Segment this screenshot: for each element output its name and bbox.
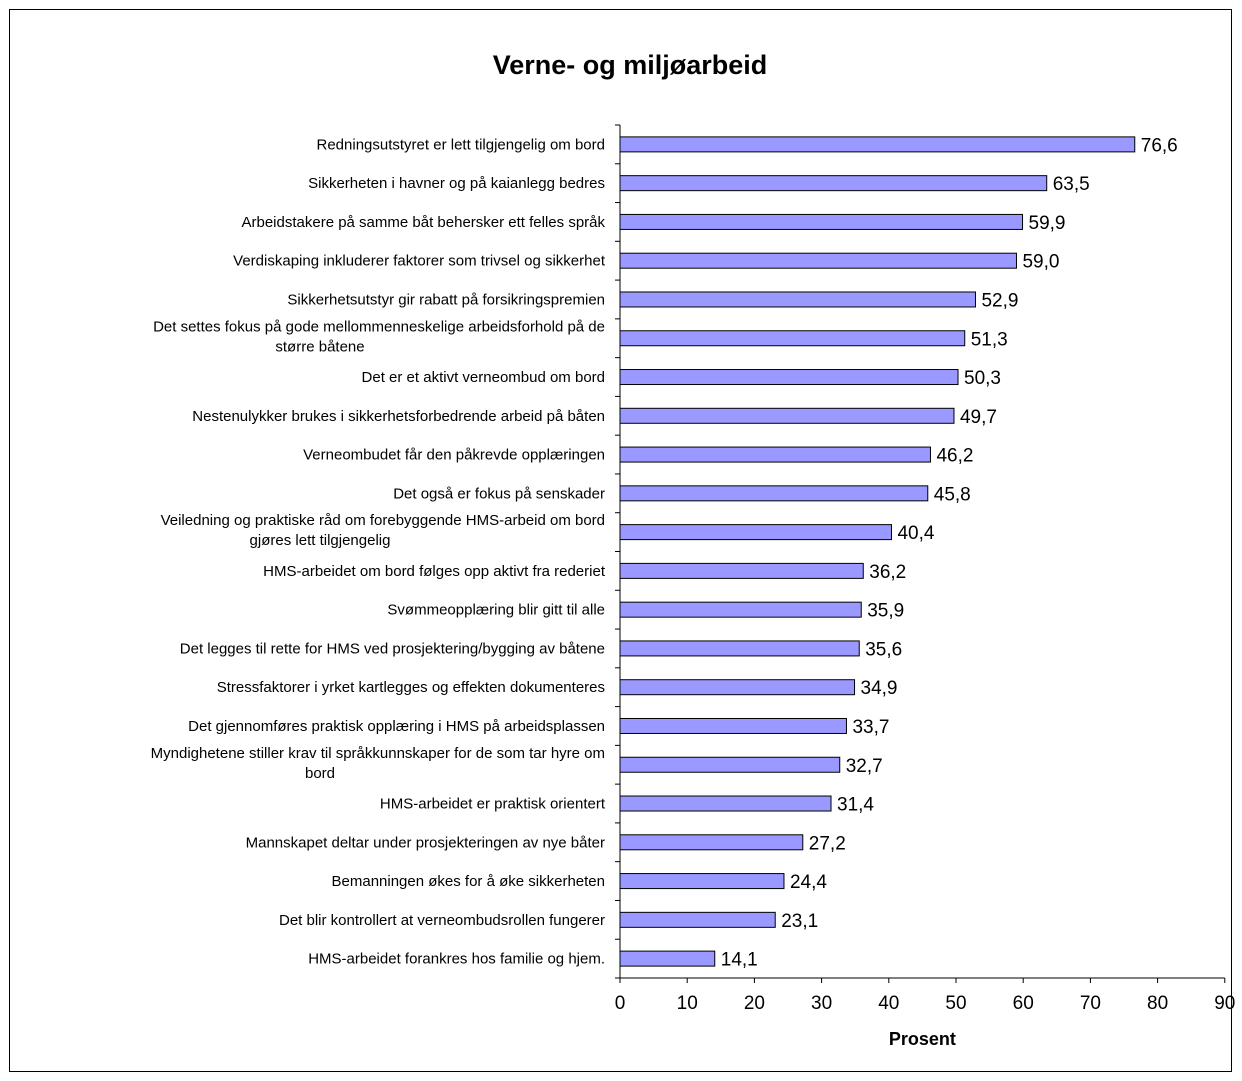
category-label: Mannskapet deltar under prosjekteringen … [246,834,605,851]
bar [619,330,966,347]
category-label: bord [305,765,335,782]
bar-value-label: 46,2 [936,446,973,467]
bar-value-label: 35,9 [867,601,904,622]
x-tick-label: 70 [1080,993,1101,1014]
bar-value-label: 49,7 [960,407,997,428]
bar [619,407,955,424]
category-label: Nestenulykker brukes i sikkerhetsforbedr… [192,408,605,425]
x-tick-label: 40 [878,993,899,1014]
category-label: Verdiskaping inkluderer faktorer som tri… [233,253,606,270]
bar-value-label: 24,4 [790,872,827,893]
bar [619,136,1136,153]
chart-title: Verne- og miljøarbeid [493,50,768,80]
x-tick-label: 60 [1013,993,1034,1014]
x-tick-label: 90 [1214,993,1235,1014]
category-label: Stressfaktorer i yrket kartlegges og eff… [217,679,605,696]
bar [619,485,929,502]
category-label: gjøres lett tilgjengelig [250,532,391,549]
x-tick-label: 80 [1147,993,1168,1014]
category-label: Svømmeopplæring blir gitt til alle [387,602,605,619]
bar [619,446,931,463]
bar-value-label: 23,1 [781,911,818,932]
x-tick-label: 50 [945,993,966,1014]
bar [619,756,841,773]
bar [619,834,804,851]
bar-value-label: 59,0 [1022,252,1059,273]
bar [619,911,776,928]
category-label: Det settes fokus på gode mellommenneskel… [153,318,605,335]
bar-value-label: 35,6 [865,639,902,660]
category-label: Det gjennomføres praktisk opplæring i HM… [188,718,605,735]
category-label: Sikkerheten i havner og på kaianlegg bed… [308,175,605,192]
category-label: Veiledning og praktiske råd om forebygge… [161,512,605,529]
plot-area: 0 10 20 30 40 50 60 70 80 90 76,6 Redningsutstyret … [151,124,1235,1014]
bar-value-label: 27,2 [809,833,846,854]
category-label: Det blir kontrollert at verneombudsrolle… [279,912,605,929]
bar [619,562,864,579]
bar [619,252,1017,269]
category-label: HMS-arbeidet om bord følges opp aktivt f… [263,563,606,580]
x-tick-label: 0 [615,993,626,1014]
bar-value-label: 50,3 [964,368,1001,389]
bar-value-label: 33,7 [852,717,889,738]
category-label: større båtene [275,338,364,355]
bar-value-label: 32,7 [846,756,883,777]
bar-value-label: 76,6 [1141,135,1178,156]
bar-value-label: 34,9 [861,678,898,699]
bar [619,524,892,541]
category-label: Det også er fokus på senskader [393,485,605,502]
bar [619,873,785,890]
category-label: Redningsutstyret er lett tilgjengelig om… [317,136,606,153]
category-label: Verneombudet får den påkrevde opplæringe… [303,447,605,464]
bar [619,175,1048,192]
bar [619,679,856,696]
category-label: Arbeidstakere på samme båt behersker ett… [241,214,605,231]
bar-value-label: 31,4 [837,795,874,816]
x-tick-label: 30 [811,993,832,1014]
category-label: Det legges til rette for HMS ved prosjek… [180,640,605,657]
category-label: HMS-arbeidet forankres hos familie og hj… [308,951,605,968]
bar [619,717,847,734]
bar-value-label: 51,3 [971,329,1008,350]
bar-value-label: 59,9 [1029,213,1066,234]
category-label: Myndighetene stiller krav til språkkunns… [151,745,605,762]
bar-value-label: 40,4 [897,523,934,544]
bar-value-label: 45,8 [934,484,971,505]
bar [619,601,862,618]
x-tick-label: 20 [744,993,765,1014]
bar-value-label: 14,1 [721,950,758,971]
x-tick-label: 10 [677,993,698,1014]
bar [619,369,959,386]
bar-value-label: 63,5 [1053,174,1090,195]
bar [619,213,1024,230]
bar [619,640,860,657]
category-label: Sikkerhetsutstyr gir rabatt på forsikrin… [287,291,605,308]
category-label: Bemanningen økes for å øke sikkerheten [332,873,605,890]
x-axis-label: Prosent [889,1029,956,1049]
bar-value-label: 52,9 [981,290,1018,311]
bar [619,950,716,967]
category-label: HMS-arbeidet er praktisk orientert [380,796,606,813]
bar-value-label: 36,2 [869,562,906,583]
bar [619,291,976,308]
bar [619,795,832,812]
category-label: Det er et aktivt verneombud om bord [362,369,605,386]
